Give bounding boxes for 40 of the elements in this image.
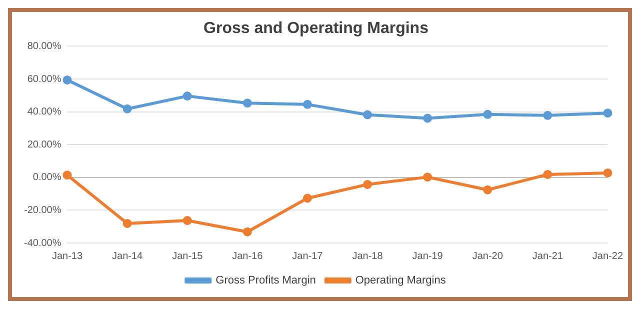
point bbox=[363, 180, 372, 189]
y-tick-label: 0.00% bbox=[32, 172, 62, 184]
point bbox=[122, 104, 132, 114]
y-tick-label: -40.00% bbox=[24, 238, 62, 249]
point bbox=[182, 216, 192, 226]
x-tick-label: Jan-22 bbox=[592, 250, 624, 262]
x-tick-label: Jan-16 bbox=[232, 250, 264, 262]
x-tick-label: Jan-15 bbox=[172, 250, 204, 262]
legend-label: Operating Margins bbox=[355, 274, 446, 287]
x-tick-label: Jan-13 bbox=[52, 250, 83, 262]
point bbox=[122, 218, 132, 228]
x-tick-label: Jan-18 bbox=[352, 250, 384, 262]
point bbox=[242, 227, 252, 236]
point bbox=[182, 92, 192, 101]
point bbox=[543, 110, 552, 120]
point bbox=[302, 100, 312, 109]
point bbox=[543, 170, 552, 179]
point bbox=[62, 170, 72, 180]
point bbox=[302, 194, 312, 203]
point bbox=[603, 108, 612, 118]
point bbox=[483, 185, 492, 194]
point bbox=[603, 168, 612, 178]
y-tick-label: 80.00% bbox=[27, 40, 62, 52]
point bbox=[62, 75, 72, 84]
x-tick-label: Jan-19 bbox=[412, 250, 444, 262]
x-tick-label: Jan-17 bbox=[292, 250, 324, 262]
legend-label: Gross Profits Margin bbox=[216, 274, 316, 287]
x-tick-label: Jan-21 bbox=[532, 250, 564, 262]
y-tick-label: 20.00% bbox=[27, 139, 62, 150]
y-tick-label: 60.00% bbox=[27, 74, 62, 85]
chart-title: Gross and Operating Margins bbox=[204, 20, 429, 38]
point bbox=[363, 110, 372, 120]
y-tick-label: 40.00% bbox=[27, 106, 62, 118]
x-tick-label: Jan-14 bbox=[112, 250, 144, 262]
point bbox=[423, 114, 432, 123]
point bbox=[423, 172, 432, 182]
y-tick-label: -20.00% bbox=[24, 204, 62, 216]
point bbox=[483, 110, 492, 119]
x-tick-label: Jan-20 bbox=[472, 250, 504, 262]
point bbox=[242, 98, 252, 108]
